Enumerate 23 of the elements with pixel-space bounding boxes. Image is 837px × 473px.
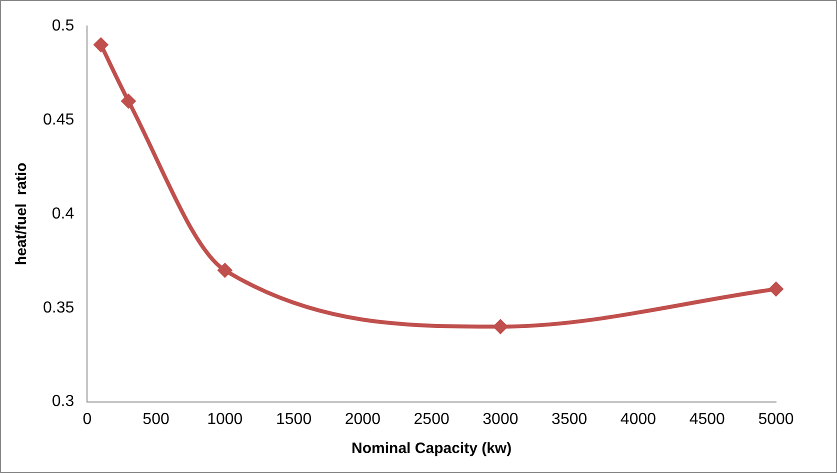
point [93, 37, 108, 52]
x-tick-label: 0 [82, 410, 92, 428]
x-tick-label: 2500 [414, 410, 450, 428]
y-tick-label: 0.45 [43, 111, 74, 128]
point [120, 94, 136, 109]
y-tick-label: 0.5 [52, 17, 74, 34]
point [768, 282, 784, 297]
x-tick-label: 3000 [482, 410, 518, 428]
x-axis-title: Nominal Capacity (kw) [352, 440, 512, 458]
x-tick-label: 1500 [276, 410, 312, 428]
y-axis-title: heat/fuel ratio [13, 162, 30, 266]
y-tick-label: 0.4 [52, 205, 74, 222]
x-tick-label: 500 [142, 410, 170, 428]
point [217, 262, 232, 278]
x-tick-label: 4000 [620, 410, 656, 428]
x-tick-label: 1000 [207, 410, 243, 428]
y-tick-label: 0.3 [52, 393, 74, 410]
x-tick-label: 2000 [344, 410, 381, 428]
point [492, 319, 508, 334]
x-tick-label: 4500 [689, 410, 726, 428]
x-tick-label: 5000 [758, 410, 794, 428]
y-tick-label: 0.35 [43, 299, 74, 316]
x-tick-label: 3500 [552, 410, 588, 428]
